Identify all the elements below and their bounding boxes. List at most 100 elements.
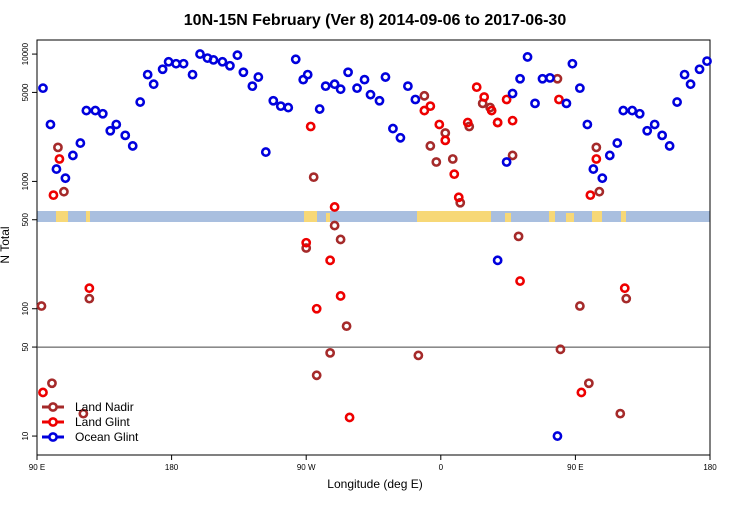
point: [217, 56, 228, 67]
point: [618, 105, 629, 116]
point: [308, 172, 319, 183]
land-patch: [505, 213, 511, 222]
land-patch: [417, 211, 491, 222]
point: [75, 138, 86, 148]
x-tick-label: 90 E: [567, 463, 583, 472]
point: [335, 84, 346, 95]
point: [685, 79, 696, 90]
point: [232, 50, 243, 61]
y-axis-label: N Total: [0, 226, 12, 263]
land-patch: [566, 213, 574, 222]
point: [365, 89, 376, 100]
legend-label: Land Glint: [75, 415, 130, 429]
point: [148, 79, 159, 90]
point: [301, 243, 312, 253]
point: [135, 97, 146, 107]
point: [555, 344, 566, 355]
point: [574, 83, 585, 94]
land-patch: [592, 211, 602, 222]
x-tick-label: 180: [165, 463, 179, 472]
point: [492, 255, 503, 266]
point: [561, 98, 572, 109]
point: [507, 115, 518, 126]
point: [314, 104, 325, 114]
point: [702, 56, 712, 67]
point: [45, 119, 56, 130]
point: [591, 142, 602, 153]
land-patch: [56, 211, 68, 222]
point: [283, 102, 294, 113]
point: [97, 108, 108, 119]
point: [380, 72, 391, 82]
point: [501, 157, 512, 167]
land-patch: [621, 211, 626, 222]
point: [81, 105, 92, 116]
point: [545, 73, 555, 83]
point: [320, 81, 331, 92]
point: [38, 83, 48, 94]
legend-label: Land Nadir: [75, 400, 134, 414]
y-tick-label: 10000: [21, 42, 30, 65]
point: [195, 49, 205, 59]
point: [619, 283, 630, 294]
point: [48, 190, 59, 201]
point: [225, 60, 235, 71]
point: [329, 202, 340, 212]
point: [627, 105, 638, 116]
y-tick-label: 50: [21, 342, 30, 351]
point: [612, 138, 623, 148]
point: [335, 234, 346, 245]
map-strip: [37, 211, 710, 222]
point: [492, 117, 503, 128]
legend-label: Ocean Glint: [75, 430, 139, 444]
point: [694, 64, 705, 75]
land-patch: [86, 211, 90, 222]
point: [305, 121, 316, 132]
point: [187, 69, 198, 80]
x-axis-label: Longitude (deg E): [327, 477, 422, 491]
point: [410, 94, 421, 105]
point: [513, 231, 524, 242]
point: [47, 378, 57, 389]
y-tick-label: 1000: [21, 172, 30, 190]
point: [329, 79, 340, 90]
point: [335, 291, 346, 301]
point: [567, 58, 578, 69]
point: [111, 119, 122, 130]
point: [359, 74, 370, 85]
land-patch: [549, 211, 555, 222]
point: [36, 301, 47, 311]
point: [60, 173, 71, 184]
point: [388, 123, 398, 134]
x-tick-label: 90 E: [29, 463, 45, 472]
point: [157, 64, 168, 75]
point: [90, 105, 101, 116]
point: [325, 347, 336, 358]
point: [38, 387, 48, 398]
plot-frame: [36, 39, 711, 456]
point: [604, 150, 615, 161]
point: [51, 164, 62, 174]
point: [664, 141, 675, 151]
x-tick-label: 0: [439, 463, 444, 472]
ocean-strip: [37, 211, 710, 222]
chart-title: 10N-15N February (Ver 8) 2014-09-06 to 2…: [184, 12, 567, 29]
point: [127, 141, 138, 151]
point: [552, 431, 563, 441]
point: [352, 83, 362, 94]
point: [425, 141, 436, 151]
point: [679, 69, 690, 80]
point: [447, 154, 458, 164]
point: [325, 255, 336, 266]
point: [585, 190, 596, 201]
point: [672, 97, 682, 107]
point: [574, 301, 585, 311]
point: [522, 52, 533, 62]
point: [591, 154, 602, 164]
series: [36, 73, 632, 419]
point: [453, 192, 464, 203]
y-tick-label: 100: [21, 302, 30, 316]
point: [440, 135, 451, 146]
point: [402, 81, 413, 92]
